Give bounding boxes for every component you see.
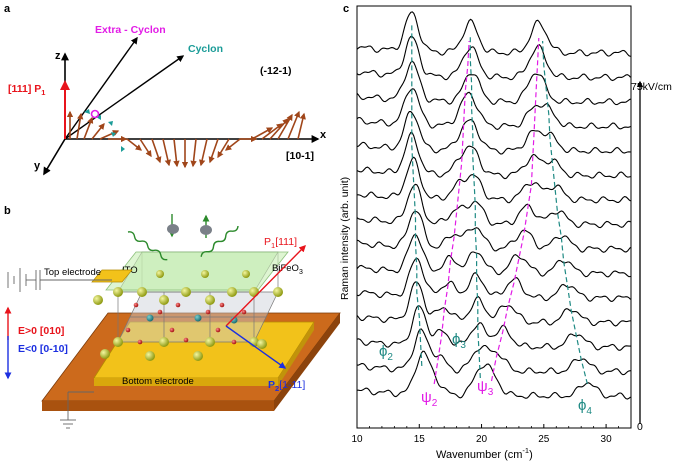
- phi2-label: ϕ2: [379, 343, 393, 363]
- spectrum-line: [356, 35, 631, 82]
- spectrum-line: [356, 257, 631, 302]
- phi3-label: ϕ3: [452, 331, 466, 351]
- cyclon-markers: [84, 109, 125, 152]
- bottom-electrode-label: Bottom electrode: [122, 376, 194, 387]
- panel-b: b Bottom electrode ITO BiFeO3: [4, 205, 341, 429]
- x-tick-label: 30: [601, 434, 613, 445]
- incoming-wave-right: [200, 225, 239, 257]
- spectrum-line: [356, 60, 631, 106]
- magnon-icon-left: [167, 224, 179, 234]
- extra-cyclon-label: Extra - Cyclon: [95, 24, 166, 36]
- axis-x-label: x: [320, 129, 327, 141]
- spectrum-line: [356, 111, 631, 155]
- phi4-guide: [542, 40, 588, 385]
- spectrum-line: [356, 210, 631, 253]
- atoms: [93, 270, 283, 361]
- spectrum-line: [356, 328, 631, 376]
- cyclon-vector: [64, 55, 185, 140]
- spectrum-line: [356, 131, 631, 180]
- extra-cyclon-dot: [90, 109, 100, 119]
- bifeo3-label: BiFeO3: [272, 263, 303, 276]
- direction-x-label: [10-1]: [286, 150, 314, 162]
- psi2-label: ψ2: [421, 389, 438, 409]
- peak-guides: [411, 23, 588, 385]
- x-axis-ticks: 10 15 20 25 30: [351, 424, 619, 445]
- magnon-icon-right: [200, 225, 212, 235]
- y-axis-label: Raman intensity (arb. unit): [339, 177, 351, 300]
- spectrum-line: [356, 11, 631, 57]
- spin-cycloid: [66, 110, 306, 169]
- x-tick-label: 25: [538, 434, 550, 445]
- panel-c: c 10 15 20 25 30 Raman intensity (arb. unit)…: [339, 3, 672, 461]
- p1-label: P1[111]: [264, 236, 297, 250]
- x-axis-label: Wavenumber (cm-1): [436, 446, 533, 461]
- spectrum-line: [356, 281, 631, 327]
- substrate-side-right: [274, 313, 340, 411]
- spectrum-line: [356, 233, 631, 278]
- plane-label: (-12-1): [260, 65, 292, 77]
- spectrum-line: [357, 350, 631, 400]
- psi2-guide: [433, 40, 470, 385]
- x-tick-label: 15: [414, 434, 426, 445]
- axis-z-label: z: [55, 50, 61, 62]
- extra-cyclon-vector: [64, 36, 138, 140]
- psi3-guide: [490, 37, 540, 382]
- incoming-wave-left: [127, 231, 168, 261]
- e-neg-label: E<0 [0-10]: [18, 343, 68, 355]
- p2-label: P2[1-11]: [268, 379, 305, 393]
- circuit: [7, 268, 112, 429]
- panel-b-label: b: [4, 205, 11, 217]
- x-tick-label: 10: [351, 434, 363, 445]
- bottom-electrode-side-right: [278, 322, 314, 386]
- top-electrode-label: Top electrode: [44, 267, 101, 278]
- bottom-electrode-side: [94, 378, 278, 386]
- axis-y-label: y: [34, 160, 41, 172]
- axis-y-line: [43, 138, 66, 176]
- ito-layer: [105, 251, 289, 291]
- p1-axis-label: [111] P1: [8, 83, 45, 97]
- psi3-label: ψ3: [477, 378, 494, 398]
- substrate-side: [42, 401, 274, 411]
- p1-arrow: [225, 245, 306, 327]
- spectra: [356, 11, 631, 400]
- panel-c-label: c: [343, 3, 349, 15]
- panel-a: a z x y Extra - Cyclon Cyclon (-12-1) [1…: [4, 3, 327, 176]
- p2-arrow: [225, 325, 287, 369]
- cyclon-label: Cyclon: [188, 43, 223, 55]
- top-electrode-pad: [91, 269, 133, 283]
- field-max-label: 75kV/cm: [631, 81, 672, 93]
- x-tick-label: 20: [476, 434, 488, 445]
- phi3-guide: [469, 35, 481, 379]
- spectrum-line: [356, 305, 631, 351]
- spectrum-line: [356, 183, 631, 229]
- phi4-label: ϕ4: [578, 397, 592, 417]
- e-pos-label: E>0 [010]: [18, 325, 64, 337]
- panel-a-label: a: [4, 3, 11, 15]
- spectrum-line: [356, 88, 631, 130]
- spectrum-line: [357, 156, 631, 204]
- phi2-guide: [411, 23, 423, 367]
- field-zero-label: 0: [637, 421, 643, 433]
